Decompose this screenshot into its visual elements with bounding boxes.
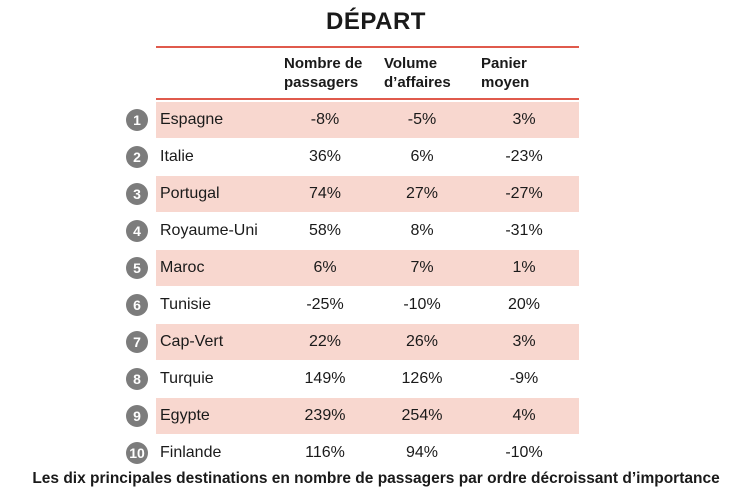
table-row: 1 Espagne -8% -5% 3% (0, 102, 752, 138)
country-name: Tunisie (160, 296, 211, 313)
passengers-value: 58% (308, 222, 342, 239)
table-title: DÉPART (326, 8, 426, 35)
country-name: Espagne (160, 111, 224, 128)
passengers-value: 116% (305, 444, 345, 461)
table-row: 4 Royaume-Uni 58% 8% -31% (0, 213, 752, 249)
table-row: 6 Tunisie -25% -10% 20% (0, 287, 752, 323)
basket-value: -10% (505, 444, 543, 461)
basket-value: 4% (512, 407, 536, 424)
column-header-passengers: Nombre de passagers (284, 54, 362, 92)
caption: Les dix principales destinations en nomb… (32, 470, 720, 487)
top-rule (156, 46, 579, 48)
header-rule (156, 98, 579, 100)
country-name: Finlande (160, 444, 222, 461)
basket-value: -9% (509, 370, 539, 387)
passengers-value: -8% (310, 111, 340, 128)
volume-value: 94% (405, 444, 439, 461)
rank-badge: 4 (126, 220, 148, 242)
table-row: 10 Finlande 116% 94% -10% (0, 435, 752, 471)
table-row: 3 Portugal 74% 27% -27% (0, 176, 752, 212)
table-row: 9 Egypte 239% 254% 4% (0, 398, 752, 434)
row-band (156, 250, 579, 286)
rank-badge: 5 (126, 257, 148, 279)
passengers-value: 149% (304, 370, 346, 387)
column-header-line: d’affaires (384, 74, 451, 91)
passengers-value: 36% (308, 148, 342, 165)
column-header-line: Panier (481, 55, 527, 72)
country-name: Egypte (160, 407, 210, 424)
basket-value: 3% (512, 333, 536, 350)
volume-value: 8% (410, 222, 434, 239)
rank-badge: 9 (126, 405, 148, 427)
basket-value: -31% (505, 222, 543, 239)
passengers-value: 239% (304, 407, 346, 424)
table-row: 7 Cap-Vert 22% 26% 3% (0, 324, 752, 360)
volume-value: -5% (407, 111, 437, 128)
row-band (156, 102, 579, 138)
volume-value: 254% (401, 407, 443, 424)
column-header-volume: Volume d’affaires (384, 54, 451, 92)
table-row: 2 Italie 36% 6% -23% (0, 139, 752, 175)
column-header-line: Volume (384, 55, 438, 72)
volume-value: 27% (405, 185, 439, 202)
column-header-line: moyen (481, 74, 530, 91)
column-header-basket: Panier moyen (481, 54, 529, 92)
row-band (156, 176, 579, 212)
rank-badge: 10 (126, 442, 148, 464)
basket-value: 3% (512, 111, 536, 128)
passengers-value: 6% (313, 259, 337, 276)
country-name: Royaume-Uni (160, 222, 258, 239)
passengers-value: -25% (306, 296, 344, 313)
basket-value: 1% (512, 259, 536, 276)
country-name: Maroc (160, 259, 205, 276)
rank-badge: 8 (126, 368, 148, 390)
country-name: Portugal (160, 185, 220, 202)
country-name: Cap-Vert (160, 333, 224, 350)
passengers-value: 74% (308, 185, 342, 202)
volume-value: 126% (401, 370, 443, 387)
rank-badge: 6 (126, 294, 148, 316)
basket-value: -23% (505, 148, 543, 165)
rank-badge: 7 (126, 331, 148, 353)
rank-badge: 3 (126, 183, 148, 205)
rank-badge: 1 (126, 109, 148, 131)
row-band (156, 398, 579, 434)
column-header-line: passagers (284, 74, 359, 91)
passengers-value: 22% (308, 333, 342, 350)
country-name: Turquie (160, 370, 214, 387)
basket-value: 20% (507, 296, 541, 313)
volume-value: 26% (405, 333, 439, 350)
rank-badge: 2 (126, 146, 148, 168)
row-band (156, 324, 579, 360)
volume-value: -10% (403, 296, 441, 313)
country-name: Italie (160, 148, 194, 165)
table-row: 8 Turquie 149% 126% -9% (0, 361, 752, 397)
volume-value: 7% (410, 259, 434, 276)
table-row: 5 Maroc 6% 7% 1% (0, 250, 752, 286)
basket-value: -27% (505, 185, 543, 202)
volume-value: 6% (410, 148, 434, 165)
column-header-line: Nombre de (284, 55, 363, 72)
